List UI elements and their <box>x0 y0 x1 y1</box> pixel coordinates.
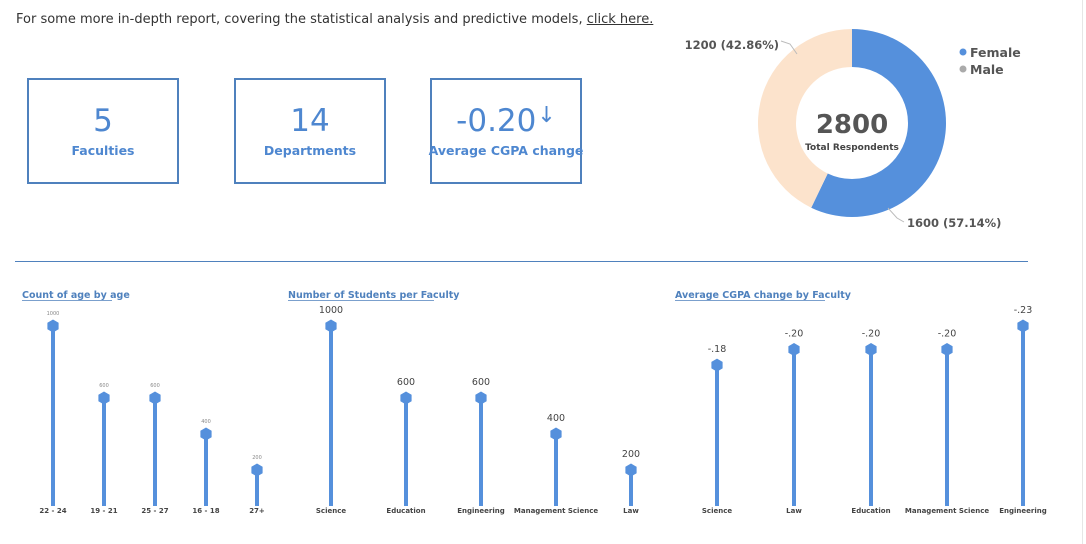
data-label: 200 <box>622 449 640 460</box>
data-label: -.23 <box>1014 305 1033 316</box>
category-label: Education <box>851 507 890 515</box>
lollipop-marker <box>711 358 723 372</box>
lollipop-marker <box>625 463 637 477</box>
kpi-value: 14 <box>290 102 330 139</box>
category-label: Law <box>623 507 639 515</box>
data-label: 400 <box>547 413 565 424</box>
lollipop-marker <box>149 391 161 405</box>
category-label: Engineering <box>457 507 505 515</box>
lollipop-marker <box>98 391 110 405</box>
data-label: 600 <box>150 383 160 389</box>
donut-leader-line <box>887 207 905 223</box>
donut-slice-female <box>811 29 946 217</box>
lollipop-marker <box>400 391 412 405</box>
category-label: Management Science <box>905 507 989 515</box>
report-link[interactable]: click here. <box>586 12 654 27</box>
kpi-card-cgpa-change: -0.20↓ Average CGPA change <box>428 78 584 184</box>
category-label: 25 - 27 <box>141 507 168 515</box>
data-label: 400 <box>201 419 211 425</box>
lollipop-marker <box>941 343 953 356</box>
lollipop-marker <box>1017 319 1029 333</box>
data-label: 600 <box>472 377 490 388</box>
category-label: Engineering <box>999 507 1047 515</box>
donut-leader-line <box>780 40 798 55</box>
category-label: Education <box>386 507 425 515</box>
donut-label-female: 1600 (57.14%) <box>907 216 1001 230</box>
category-label: 16 - 18 <box>192 507 219 515</box>
kpi-label: Average CGPA change <box>428 143 584 159</box>
data-label: -.20 <box>938 328 957 339</box>
panel-border <box>1082 0 1083 544</box>
donut-center-label: Total Respondents <box>805 143 899 153</box>
legend-label-female: Female <box>970 45 1021 60</box>
category-label: Science <box>316 507 346 515</box>
chart-title: Count of age by age <box>22 290 130 301</box>
lollipop-marker <box>788 343 800 356</box>
lollipop-marker <box>475 391 487 405</box>
data-label: -.18 <box>708 344 727 355</box>
lollipop-marker <box>325 319 337 333</box>
data-label: 600 <box>397 377 415 388</box>
donut-center-value: 2800 <box>816 110 888 140</box>
lollipop-marker <box>865 343 877 356</box>
kpi-label: Departments <box>263 143 357 159</box>
down-arrow-icon: ↓ <box>537 102 556 128</box>
lollipop-marker <box>251 463 263 477</box>
kpi-value: -0.20 <box>456 102 537 139</box>
legend-label-male: Male <box>970 62 1004 77</box>
category-label: 27+ <box>249 507 265 515</box>
chart-title: Number of Students per Faculty <box>288 290 460 301</box>
intro-text-content: For some more in-depth report, covering … <box>16 12 583 27</box>
data-label: -.20 <box>862 328 881 339</box>
kpi-value-row: -0.20↓ <box>456 102 556 139</box>
category-label: Science <box>702 507 732 515</box>
category-label: 19 - 21 <box>90 507 117 515</box>
legend-dot-female <box>959 48 967 56</box>
kpi-card-faculties: 5 Faculties <box>27 78 179 184</box>
legend-dot-male <box>959 65 967 73</box>
section-divider <box>15 261 1028 262</box>
data-label: 600 <box>99 383 109 389</box>
chart-title: Average CGPA change by Faculty <box>675 290 852 301</box>
donut-slice-male <box>758 28 852 208</box>
donut-label-male: 1200 (42.86%) <box>685 38 779 52</box>
data-label: 1000 <box>319 305 343 316</box>
intro-text: For some more in-depth report, covering … <box>16 12 653 27</box>
data-label: 1000 <box>47 311 60 317</box>
kpi-label: Faculties <box>71 143 135 159</box>
category-label: Law <box>786 507 802 515</box>
lollipop-marker <box>47 319 59 333</box>
data-label: 200 <box>252 455 262 461</box>
data-label: -.20 <box>785 328 804 339</box>
kpi-value: 5 <box>93 102 113 139</box>
lollipop-marker <box>200 427 212 441</box>
kpi-card-departments: 14 Departments <box>234 78 386 184</box>
category-label: Management Science <box>514 507 598 515</box>
category-label: 22 - 24 <box>39 507 66 515</box>
lollipop-marker <box>550 427 562 441</box>
